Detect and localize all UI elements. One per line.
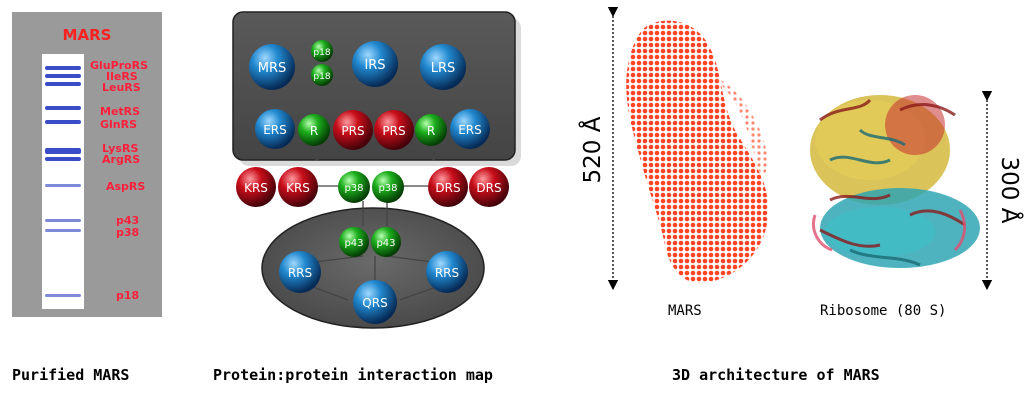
- ribosome-dimension-label: 300 Å: [996, 157, 1024, 224]
- node-label: p18: [313, 72, 330, 82]
- node-ers-right: ERS: [450, 109, 490, 149]
- band-asprs: [45, 184, 81, 187]
- band-label: MetRS: [100, 105, 141, 118]
- band-label: AspRS: [106, 180, 146, 193]
- node-krs-left: KRS: [236, 167, 276, 207]
- node-label: PRS: [341, 124, 364, 138]
- node-label: PRS: [382, 124, 405, 138]
- node-prs-right: PRS: [374, 110, 414, 150]
- node-qrs: QRS: [353, 280, 397, 324]
- band-glnrs: [45, 120, 81, 124]
- band-lysrs: [45, 148, 81, 154]
- node-p43-right: p43: [371, 227, 401, 257]
- node-label: KRS: [286, 181, 310, 195]
- node-label: ERS: [263, 123, 287, 137]
- band-leurs: [45, 82, 81, 86]
- node-rrs-left: RRS: [279, 251, 321, 293]
- band-label: LeuRS: [102, 81, 141, 94]
- node-label: DRS: [476, 181, 501, 195]
- architecture-panel: 520 Å 300 Å: [578, 6, 1024, 291]
- node-label: LRS: [431, 61, 456, 76]
- band-p18: [45, 294, 81, 297]
- node-p38-right: p38: [372, 171, 404, 203]
- node-label: p18: [313, 48, 330, 58]
- node-prs-left: PRS: [333, 110, 373, 150]
- band-argrs: [45, 157, 81, 161]
- mars-structure-label: MARS: [668, 303, 702, 319]
- node-irs: IRS: [352, 41, 398, 87]
- node-p43-left: p43: [339, 227, 369, 257]
- band-p38: [45, 229, 81, 232]
- node-label: RRS: [435, 266, 459, 280]
- band-label: p38: [116, 226, 140, 239]
- gel-title: MARS: [62, 26, 112, 44]
- node-label: IRS: [364, 58, 385, 73]
- band-label: IleRS: [106, 70, 138, 83]
- node-label: QRS: [362, 296, 387, 310]
- node-label: p38: [344, 183, 363, 194]
- node-lrs: LRS: [420, 44, 466, 90]
- band-label: GluProRS: [90, 59, 149, 72]
- band-label: LysRS: [102, 142, 139, 155]
- node-drs-right: DRS: [469, 167, 509, 207]
- gel-image: MARS GluProRS IleRS LeuRS MetRS GlnRS Ly…: [12, 12, 162, 317]
- ribosome-structure: [810, 95, 980, 268]
- node-label: MRS: [258, 61, 287, 76]
- node-label: p38: [378, 183, 397, 194]
- node-r-left: R: [298, 114, 330, 146]
- node-label: p43: [376, 238, 395, 249]
- band-gluprors: [45, 66, 81, 70]
- node-ers-left: ERS: [255, 109, 295, 149]
- node-label: RRS: [288, 266, 312, 280]
- node-label: R: [427, 124, 435, 138]
- node-p18-top: p18: [311, 40, 333, 62]
- mars-structure: [626, 20, 769, 284]
- node-mrs: MRS: [249, 44, 295, 90]
- node-p18-bottom: p18: [311, 64, 333, 86]
- caption-architecture: 3D architecture of MARS: [672, 366, 880, 384]
- band-p43: [45, 219, 81, 222]
- gel-lane: [42, 54, 84, 309]
- band-label: GlnRS: [100, 118, 138, 131]
- node-rrs-right: RRS: [426, 251, 468, 293]
- node-label: KRS: [244, 181, 268, 195]
- node-label: ERS: [458, 123, 482, 137]
- complex-ellipse: [261, 207, 485, 329]
- node-label: p43: [344, 238, 363, 249]
- band-metrs: [45, 106, 81, 110]
- interaction-map: MRS p18 p18 IRS LRS ERS R PRS PRS R ERS: [232, 11, 521, 329]
- band-label: p43: [116, 214, 140, 227]
- ribosome-structure-label: Ribosome (80 S): [820, 303, 947, 319]
- node-label: DRS: [435, 181, 460, 195]
- node-krs-right: KRS: [278, 167, 318, 207]
- node-label: R: [310, 124, 318, 138]
- node-p38-left: p38: [338, 171, 370, 203]
- band-label: ArgRS: [102, 153, 141, 166]
- mars-dimension-label: 520 Å: [578, 116, 606, 183]
- band-ilers: [45, 74, 81, 78]
- node-drs-left: DRS: [428, 167, 468, 207]
- band-label: p18: [116, 289, 140, 302]
- caption-map: Protein:protein interaction map: [213, 366, 493, 384]
- node-r-right: R: [415, 114, 447, 146]
- caption-gel: Purified MARS: [12, 366, 130, 384]
